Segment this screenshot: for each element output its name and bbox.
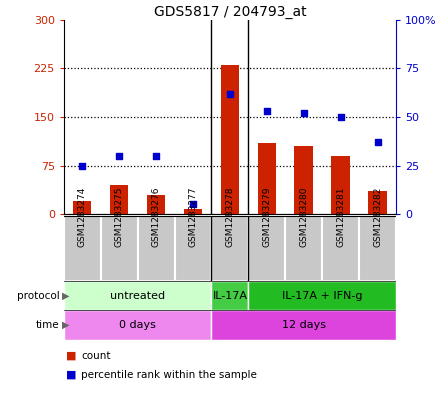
Bar	[138, 216, 175, 281]
Bar	[359, 216, 396, 281]
Bar	[212, 281, 248, 310]
Text: GSM1283282: GSM1283282	[373, 187, 382, 247]
Bar	[257, 143, 276, 214]
Bar	[175, 216, 212, 281]
Point	[300, 110, 307, 116]
Text: GSM1283279: GSM1283279	[262, 187, 271, 247]
Bar	[248, 281, 396, 310]
Text: protocol: protocol	[17, 291, 59, 301]
Bar	[248, 216, 285, 281]
Text: untreated: untreated	[110, 291, 165, 301]
Text: 0 days: 0 days	[119, 320, 156, 330]
Text: GSM1283278: GSM1283278	[225, 187, 235, 247]
Bar	[64, 310, 212, 340]
Bar	[101, 216, 138, 281]
Bar	[73, 201, 92, 214]
Text: GSM1283280: GSM1283280	[299, 187, 308, 247]
Bar	[368, 191, 387, 214]
Bar	[221, 65, 239, 214]
Point	[79, 162, 86, 169]
Text: ▶: ▶	[62, 320, 69, 330]
Text: GSM1283276: GSM1283276	[151, 187, 161, 247]
Point	[337, 114, 344, 120]
Bar	[147, 195, 165, 214]
Point	[116, 152, 123, 159]
Bar	[285, 216, 322, 281]
Text: GSM1283277: GSM1283277	[188, 187, 198, 247]
Text: IL-17A: IL-17A	[213, 291, 247, 301]
Text: percentile rank within the sample: percentile rank within the sample	[81, 369, 257, 380]
Point	[153, 152, 160, 159]
Bar	[110, 185, 128, 214]
Bar	[322, 216, 359, 281]
Text: count: count	[81, 351, 111, 361]
Point	[227, 90, 234, 97]
Text: GSM1283274: GSM1283274	[78, 187, 87, 247]
Point	[374, 139, 381, 145]
Text: ■: ■	[66, 351, 77, 361]
Point	[263, 108, 270, 114]
Bar	[331, 156, 350, 214]
Bar	[184, 209, 202, 214]
Bar	[294, 146, 313, 214]
Point	[190, 201, 197, 208]
Text: 12 days: 12 days	[282, 320, 326, 330]
Text: time: time	[36, 320, 59, 330]
Text: IL-17A + IFN-g: IL-17A + IFN-g	[282, 291, 363, 301]
Text: ▶: ▶	[62, 291, 69, 301]
Bar	[64, 281, 212, 310]
Bar	[64, 216, 101, 281]
Text: GSM1283281: GSM1283281	[336, 187, 345, 247]
Bar	[212, 216, 248, 281]
Title: GDS5817 / 204793_at: GDS5817 / 204793_at	[154, 5, 306, 18]
Text: GSM1283275: GSM1283275	[115, 187, 124, 247]
Text: ■: ■	[66, 369, 77, 380]
Bar	[212, 310, 396, 340]
